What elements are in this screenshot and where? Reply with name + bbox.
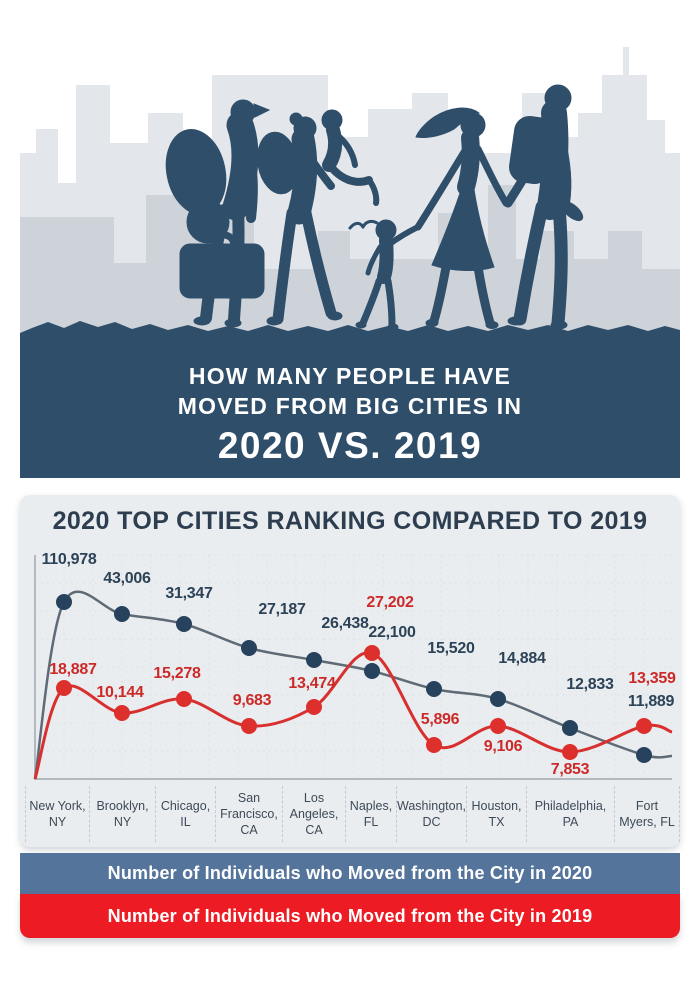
x-axis-label: Washington, DC <box>397 786 467 842</box>
value-label-2019: 10,144 <box>96 684 144 701</box>
x-axis-label: Chicago, IL <box>156 786 216 842</box>
value-label-2020: 14,884 <box>498 650 546 667</box>
value-label-2019: 9,683 <box>233 692 272 709</box>
figure-woman-in-dress <box>414 107 510 329</box>
series-line-2019 <box>33 651 673 780</box>
data-point-2019 <box>241 718 257 734</box>
legend-2019-label: Number of Individuals who Moved from the… <box>107 905 593 926</box>
data-point-2020 <box>562 720 578 736</box>
x-axis-label: Los Angeles, CA <box>283 786 346 842</box>
hero-title-line1: HOW MANY PEOPLE HAVE <box>188 363 512 389</box>
data-point-2019 <box>364 645 380 661</box>
data-point-2020 <box>306 652 322 668</box>
value-label-2020: 22,100 <box>368 624 416 641</box>
chart-card: 2020 TOP CITIES RANKING COMPARED TO 2019… <box>20 495 680 847</box>
series-line-2020 <box>33 590 673 780</box>
legend-2020-bar: Number of Individuals who Moved from the… <box>20 853 680 894</box>
chart-title: 2020 TOP CITIES RANKING COMPARED TO 2019 <box>52 507 648 535</box>
data-point-2019 <box>176 691 192 707</box>
data-point-2019 <box>490 718 506 734</box>
data-point-2020 <box>56 594 72 610</box>
figure-man-with-backpack <box>503 84 584 330</box>
hero-title-line2: MOVED FROM BIG CITIES IN <box>177 393 523 419</box>
cloud-puff <box>601 130 615 144</box>
value-label-2020: 12,833 <box>566 676 614 693</box>
value-label-2019: 5,896 <box>421 711 460 728</box>
value-label-2020: 15,520 <box>427 640 475 657</box>
legend-2020-label: Number of Individuals who Moved from the… <box>107 863 593 883</box>
axes <box>34 555 672 780</box>
value-label-2019: 9,106 <box>484 738 523 755</box>
data-point-2019 <box>562 744 578 760</box>
value-label-2020: 110,978 <box>42 551 97 568</box>
data-point-2019 <box>306 699 322 715</box>
data-point-2020 <box>364 663 380 679</box>
x-axis-label: San Francisco, CA <box>216 786 283 842</box>
family-silhouettes <box>165 84 584 331</box>
hero-title-line3: 2020 VS. 2019 <box>217 425 483 466</box>
data-point-2020 <box>490 691 506 707</box>
x-axis-label: Naples, FL <box>346 786 397 842</box>
value-label-2020: 26,438 <box>321 615 369 632</box>
data-point-2020 <box>241 640 257 656</box>
value-label-2019: 13,474 <box>288 675 336 692</box>
figure-woman-carrying-child <box>257 109 380 326</box>
x-axis-label: Philadelphia, PA <box>527 786 615 842</box>
legend-2019-bar: Number of Individuals who Moved from the… <box>20 894 680 938</box>
grid <box>35 554 672 779</box>
x-axis-label: New York, NY <box>25 786 90 842</box>
value-label-2020: 27,187 <box>258 601 306 618</box>
hero-scene <box>20 47 680 478</box>
value-label-2019: 13,359 <box>628 670 676 687</box>
data-point-2020 <box>426 681 442 697</box>
value-label-2020: 11,889 <box>628 693 675 710</box>
data-point-2019 <box>114 705 130 721</box>
value-label-2020: 43,006 <box>103 570 151 587</box>
data-point-2020 <box>176 616 192 632</box>
x-axis-label: Fort Myers, FL <box>615 786 680 842</box>
x-axis-labels: New York, NY Brooklyn, NY Chicago, IL San F… <box>25 786 680 842</box>
hero-banner: HOW MANY PEOPLE HAVE MOVED FROM BIG CITI… <box>20 361 680 468</box>
value-label-2019: 18,887 <box>49 661 97 678</box>
data-point-2020 <box>114 606 130 622</box>
data-point-2020 <box>636 747 652 763</box>
x-axis-label: Brooklyn, NY <box>90 786 156 842</box>
value-label-2019: 15,278 <box>153 665 201 682</box>
data-point-2019 <box>56 680 72 696</box>
value-label-2019: 7,853 <box>551 761 590 778</box>
value-label-2020: 31,347 <box>165 585 213 602</box>
bird-icon <box>348 219 379 230</box>
data-point-2019 <box>636 718 652 734</box>
x-axis-label: Houston, TX <box>467 786 527 842</box>
hero-illustration: HOW MANY PEOPLE HAVE MOVED FROM BIG CITI… <box>20 25 680 480</box>
value-label-2019: 27,202 <box>366 594 414 611</box>
figure-man-with-suitcase <box>165 99 271 328</box>
ground-and-banner <box>20 321 680 478</box>
data-point-2019 <box>426 737 442 753</box>
figure-boy <box>355 219 419 331</box>
